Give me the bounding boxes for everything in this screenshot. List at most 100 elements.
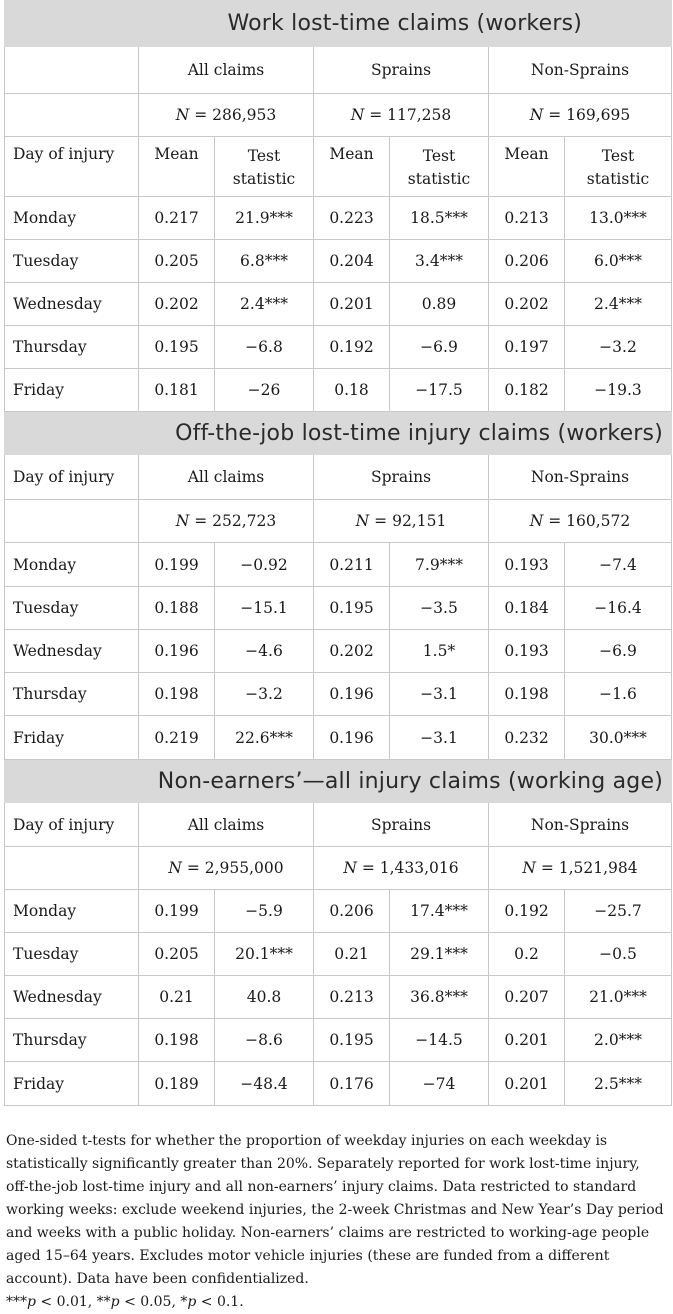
mean-cell: 0.198 [488,672,565,716]
day-label: Tuesday [4,932,139,976]
mean-cell: 0.176 [313,1061,390,1106]
mean-cell: 0.21 [313,932,390,976]
stat-cell: −6.8 [214,325,314,369]
group-header-row: Day of injury All claims Sprains Non-Spr… [4,802,672,847]
mean-cell: 0.198 [138,1018,215,1062]
mean-cell: 0.202 [138,282,215,326]
mean-cell: 0.211 [313,542,390,587]
day-label: Tuesday [4,239,139,283]
mean-cell: 0.197 [488,325,565,369]
day-label: Monday [4,196,139,240]
group-non-sprains: Non-Sprains [488,454,672,500]
group-header-row: All claims Sprains Non-Sprains [4,46,672,94]
stat-cell: 30.0*** [564,715,672,760]
group-all-claims: All claims [138,802,314,847]
stat-cell: −0.92 [214,542,314,587]
mean-cell: 0.2 [488,932,565,976]
table-row: Thursday 0.198 −3.2 0.196 −3.1 0.198 −1.… [4,672,672,716]
mean-cell: 0.201 [488,1018,565,1062]
stat-cell: −0.5 [564,932,672,976]
stat-cell: −5.9 [214,889,314,933]
stat-cell: −3.1 [389,715,489,760]
group-sprains: Sprains [313,46,489,94]
footnote-text: One-sided t-tests for whether the propor… [6,1133,664,1287]
stat-cell: 2.5*** [564,1061,672,1106]
table-row: Thursday 0.198 −8.6 0.195 −14.5 0.201 2.… [4,1018,672,1062]
table-row: Wednesday 0.21 40.8 0.213 36.8*** 0.207 … [4,975,672,1019]
n-cell: N = 252,723 [138,499,314,543]
table-row: Wednesday 0.202 2.4*** 0.201 0.89 0.202 … [4,282,672,326]
stat-cell: 29.1*** [389,932,489,976]
mean-cell: 0.199 [138,889,215,933]
group-sprains: Sprains [313,802,489,847]
day-label: Tuesday [4,586,139,630]
mean-cell: 0.181 [138,368,215,412]
group-non-sprains: Non-Sprains [488,802,672,847]
table-row: Monday 0.217 21.9*** 0.223 18.5*** 0.213… [4,196,672,240]
mean-cell: 0.195 [313,1018,390,1062]
group-non-sprains: Non-Sprains [488,46,672,94]
n-cell: N = 286,953 [138,93,314,137]
section-header: Work lost-time claims (workers) [4,0,672,47]
day-label: Friday [4,368,139,412]
table-row: Wednesday 0.196 −4.6 0.202 1.5* 0.193 −6… [4,629,672,673]
stat-cell: −15.1 [214,586,314,630]
mean-cell: 0.189 [138,1061,215,1106]
table-row: Tuesday 0.188 −15.1 0.195 −3.5 0.184 −16… [4,586,672,630]
n-row: N = 2,955,000 N = 1,433,016 N = 1,521,98… [4,846,672,890]
mean-header: Mean [488,136,565,197]
mean-cell: 0.192 [313,325,390,369]
mean-cell: 0.192 [488,889,565,933]
table-row: Tuesday 0.205 20.1*** 0.21 29.1*** 0.2 −… [4,932,672,976]
stat-cell: −19.3 [564,368,672,412]
stat-cell: −3.1 [389,672,489,716]
mean-cell: 0.206 [313,889,390,933]
n-row: N = 252,723 N = 92,151 N = 160,572 [4,499,672,543]
mean-cell: 0.188 [138,586,215,630]
significance-legend: ***p < 0.01, **p < 0.05, *p < 0.1. [6,1294,244,1310]
n-cell: N = 2,955,000 [138,846,314,890]
test-statistic-header: Test statistic [214,136,314,197]
stat-cell: −6.9 [564,629,672,673]
mean-cell: 0.232 [488,715,565,760]
mean-cell: 0.196 [313,715,390,760]
stat-cell: 1.5* [389,629,489,673]
section-header: Non-earners’—all injury claims (working … [4,759,672,803]
n-cell: N = 1,433,016 [313,846,489,890]
mean-cell: 0.196 [138,629,215,673]
section-title: Off-the-job lost-time injury claims (wor… [138,411,672,455]
stat-cell: 2.0*** [564,1018,672,1062]
stat-cell: 6.0*** [564,239,672,283]
n-cell: N = 92,151 [313,499,489,543]
day-label: Friday [4,715,139,760]
mean-cell: 0.198 [138,672,215,716]
injury-claims-table: Work lost-time claims (workers) All clai… [4,0,672,1106]
stat-cell: −74 [389,1061,489,1106]
table-footnote: One-sided t-tests for whether the propor… [6,1130,666,1314]
stat-cell: 36.8*** [389,975,489,1019]
n-row: N = 286,953 N = 117,258 N = 169,695 [4,93,672,137]
mean-cell: 0.205 [138,239,215,283]
stat-cell: 6.8*** [214,239,314,283]
mean-cell: 0.219 [138,715,215,760]
table-row: Friday 0.189 −48.4 0.176 −74 0.201 2.5**… [4,1061,672,1106]
stat-cell: 2.4*** [214,282,314,326]
stat-cell: 21.0*** [564,975,672,1019]
section-title: Non-earners’—all injury claims (working … [138,759,672,803]
mean-cell: 0.195 [138,325,215,369]
mean-header: Mean [138,136,215,197]
day-label: Thursday [4,672,139,716]
mean-cell: 0.213 [488,196,565,240]
mean-cell: 0.201 [488,1061,565,1106]
stat-cell: 22.6*** [214,715,314,760]
mean-cell: 0.196 [313,672,390,716]
table-row: Friday 0.219 22.6*** 0.196 −3.1 0.232 30… [4,715,672,760]
group-all-claims: All claims [138,454,314,500]
stat-cell: −3.2 [214,672,314,716]
mean-cell: 0.204 [313,239,390,283]
stat-cell: 20.1*** [214,932,314,976]
day-label: Monday [4,889,139,933]
stat-cell: −14.5 [389,1018,489,1062]
mean-cell: 0.193 [488,542,565,587]
table-row: Friday 0.181 −26 0.18 −17.5 0.182 −19.3 [4,368,672,412]
